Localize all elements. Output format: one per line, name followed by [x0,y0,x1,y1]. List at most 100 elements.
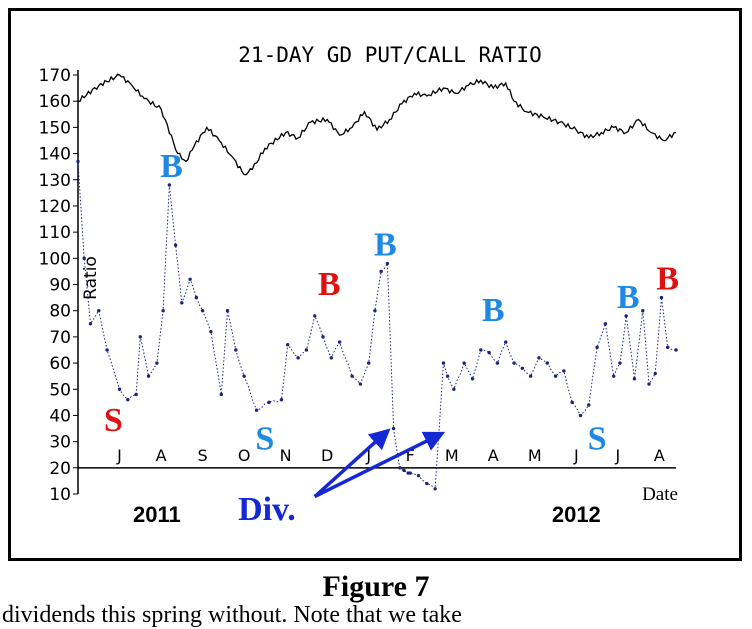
ratio-point-23 [254,408,259,412]
x-axis-label: Date [642,484,678,505]
y-tick-label-9: 100 [39,249,71,269]
ratio-point-48 [445,374,450,378]
ratio-point-62 [562,369,566,373]
ratio-point-47 [441,361,446,365]
month-tick-5: D [321,446,333,465]
ratio-point-27 [296,356,300,360]
month-tick-7: F [406,446,415,465]
year-label-1: 2012 [552,502,601,527]
ratio-point-12 [167,183,172,187]
y-tick-label-15: 160 [39,92,71,112]
year-labels: 2011 2012 [133,502,601,527]
month-tick-12: J [615,446,621,465]
ratio-point-38 [385,261,390,266]
month-tick-1: A [156,446,167,465]
ratio-point-5 [117,387,122,391]
ratio-point-53 [487,350,491,355]
ratio-point-9 [146,374,151,378]
ratio-point-15 [188,277,192,281]
ratio-point-69 [618,361,622,365]
ratio-point-46 [433,487,437,491]
ratio-point-43 [408,471,412,475]
month-tick-10: M [528,446,542,465]
price-series [77,73,677,176]
signal-label-8: S [588,420,607,457]
ratio-point-60 [545,361,549,365]
ratio-point-52 [479,348,483,352]
ratio-point-67 [603,322,608,326]
month-tick-2: S [198,446,208,465]
signal-label-5: B [656,261,679,298]
y-tick-label-11: 120 [39,197,71,217]
y-tick-label-8: 90 [49,276,71,296]
ratio-point-26 [286,343,290,347]
ratio-point-41 [402,468,406,473]
ratio-point-56 [512,361,516,365]
y-tick-label-1: 20 [49,459,71,479]
ratio-point-6 [126,398,130,402]
signal-label-2: B [374,227,397,264]
ratio-point-61 [553,374,558,378]
year-label-0: 2011 [133,502,181,527]
signal-label-0: B [160,148,183,185]
y-tick-label-3: 40 [49,406,71,426]
ratio-point-40 [398,466,402,470]
divergence-arrows: Div. [238,428,446,528]
ratio-point-19 [219,392,223,397]
signal-label-7: S [255,420,274,457]
month-tick-13: A [654,446,665,465]
body-text-cut: dividends this spring without. Note that… [2,602,462,628]
y-axis-label: Ratio [81,256,101,300]
month-tick-4: N [280,446,292,465]
ratio-point-10 [155,361,159,365]
ratio-point-77 [674,348,678,352]
ratio-point-44 [416,473,421,478]
y-tick-label-16: 170 [39,66,71,86]
put-call-ratio-chart: 21-DAY GD PUT/CALL RATIO Ratio Date 10 20… [39,43,679,528]
ratio-point-32 [337,340,342,344]
ratio-point-49 [452,387,456,391]
ratio-point-51 [470,377,475,381]
ratio-point-17 [200,308,205,313]
signal-label-1: B [318,266,341,303]
chart-frame [8,8,742,561]
divergence-arrow-0 [313,428,391,498]
ratio-point-14 [180,301,184,305]
ratio-point-16 [194,295,199,300]
ratio-point-54 [495,361,500,365]
ratio-point-35 [366,361,371,365]
ratio-point-7 [134,392,138,397]
ratio-point-71 [632,377,637,381]
ratio-point-8 [138,335,142,339]
ratio-point-21 [234,348,238,352]
ratio-point-2 [88,322,93,326]
figure-caption: Figure 7 [322,570,430,603]
signal-label-3: B [482,292,505,329]
ratio-point-31 [329,356,334,360]
ratio-point-25 [279,398,284,402]
ratio-point-72 [641,308,645,313]
month-tick-6: J [365,446,371,465]
ratio-point-4 [105,348,109,352]
month-tick-3: O [238,446,251,465]
ratio-point-63 [570,400,574,405]
ratio-point-39 [391,426,396,431]
signal-label-6: S [104,402,123,439]
price-line [77,73,677,176]
month-tick-0: J [116,446,122,465]
y-tick-label-7: 80 [49,302,71,322]
ratio-point-30 [321,335,325,339]
ratio-point-65 [587,403,591,407]
ratio-point-11 [161,308,165,313]
ratio-point-70 [624,314,628,318]
y-tick-label-10: 110 [39,223,71,243]
ratio-point-74 [653,371,657,376]
ratio-series [76,159,678,491]
axes [77,70,676,494]
y-tick-label-13: 140 [39,145,71,165]
y-tick-label-6: 70 [49,328,71,348]
y-tick-label-5: 60 [49,354,71,374]
ratio-point-18 [209,329,213,334]
